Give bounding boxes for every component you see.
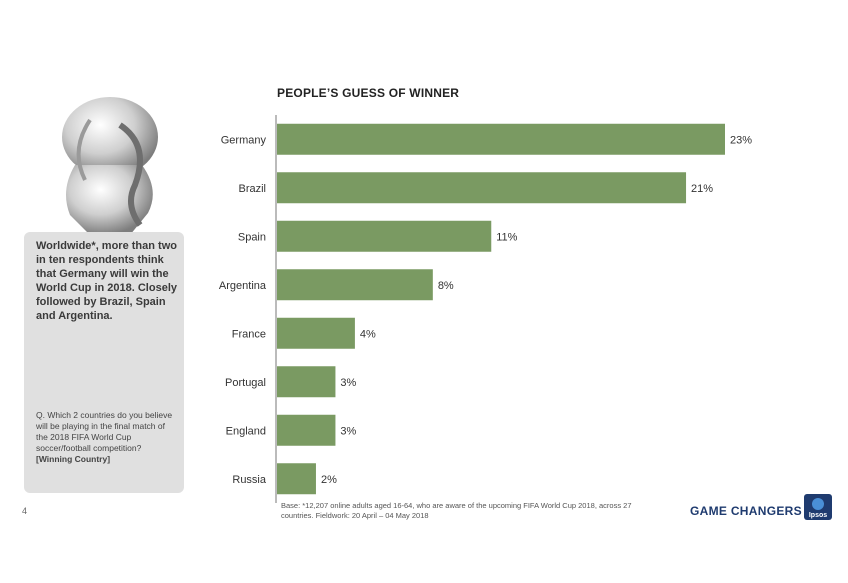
info-panel: Worldwide*, more than two in ten respond… xyxy=(24,232,184,493)
value-label: 2% xyxy=(321,474,337,486)
category-label: Portugal xyxy=(225,377,266,389)
question-text: Q. Which 2 countries do you believe will… xyxy=(36,410,176,465)
question-body: Q. Which 2 countries do you believe will… xyxy=(36,410,173,453)
category-label: Brazil xyxy=(238,183,266,195)
world-cup-trophy-image xyxy=(62,97,158,245)
logo-text: Ipsos xyxy=(809,512,827,519)
value-label: 3% xyxy=(340,425,356,437)
bar-germany xyxy=(277,123,725,155)
category-label: Argentina xyxy=(219,280,267,292)
base-note: Base: *12,207 online adults aged 16-64, … xyxy=(281,501,632,520)
category-label: Spain xyxy=(238,231,266,243)
category-label: Russia xyxy=(232,474,267,486)
bar-argentina xyxy=(277,269,433,301)
bar-russia xyxy=(277,463,316,495)
bar-england xyxy=(277,414,336,446)
value-label: 21% xyxy=(691,183,713,195)
value-label: 11% xyxy=(496,231,517,243)
page-number: 4 xyxy=(22,506,28,516)
category-label: France xyxy=(232,328,266,340)
chart-title: PEOPLE’S GUESS OF WINNER xyxy=(277,86,460,100)
value-label: 3% xyxy=(340,377,356,389)
category-label: Germany xyxy=(221,134,267,146)
bar-spain xyxy=(277,220,492,252)
question-bold: [Winning Country] xyxy=(36,454,111,464)
ipsos-logo: Ipsos xyxy=(804,494,832,520)
bar-portugal xyxy=(277,366,336,398)
value-label: 8% xyxy=(438,280,454,292)
headline-text: Worldwide*, more than two in ten respond… xyxy=(36,240,177,322)
value-label: 23% xyxy=(730,134,752,146)
bar-france xyxy=(277,317,355,349)
value-label: 4% xyxy=(360,328,376,340)
brand-tagline: GAME CHANGERS xyxy=(690,504,802,518)
bar-brazil xyxy=(277,172,687,204)
category-label: England xyxy=(226,425,266,437)
